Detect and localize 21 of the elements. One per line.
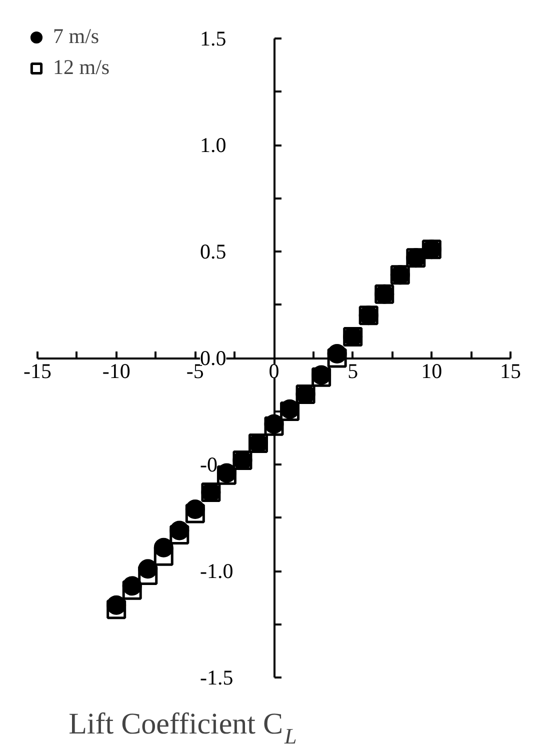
x-tick-label: 5 bbox=[348, 359, 358, 383]
y-tick-label: 1.5 bbox=[200, 26, 226, 50]
point bbox=[138, 559, 158, 579]
legend-label: 7 m/s bbox=[53, 24, 100, 49]
legend-label: 12 m/s bbox=[53, 55, 110, 80]
y-tick-label: 1.0 bbox=[200, 133, 226, 157]
x-tick-label: 10 bbox=[421, 359, 442, 383]
point bbox=[185, 499, 205, 519]
point bbox=[170, 520, 190, 540]
point bbox=[106, 595, 126, 615]
y-tick-label: -0 bbox=[200, 452, 218, 476]
point bbox=[122, 576, 142, 596]
y-tick-label: -1.0 bbox=[200, 559, 234, 583]
y-tick-label: 0.5 bbox=[200, 240, 226, 264]
y-tick-label: -1.5 bbox=[200, 666, 234, 690]
x-tick-label: -15 bbox=[24, 359, 52, 383]
x-tick-label: -10 bbox=[102, 359, 130, 383]
x-tick-label: 15 bbox=[500, 359, 521, 383]
point bbox=[154, 538, 174, 558]
point bbox=[327, 344, 347, 364]
x-tick-label: 0 bbox=[268, 359, 280, 383]
